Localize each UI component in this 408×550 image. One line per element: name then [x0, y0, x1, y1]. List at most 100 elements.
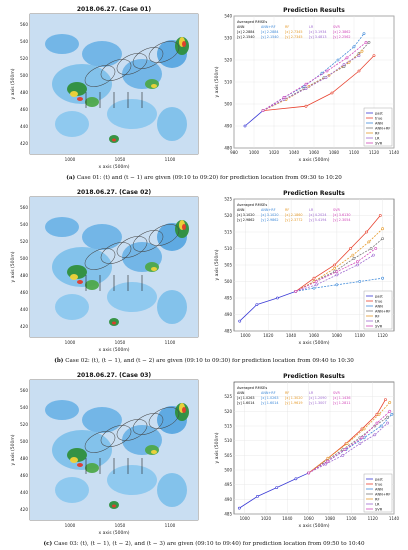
rmse-cell-b-1-0: [y] 2.9862	[237, 218, 255, 222]
chart-xtick-b-6: 1120	[377, 333, 388, 338]
series-point-a-lr-4	[342, 63, 346, 66]
series-line-c-svr	[308, 411, 391, 474]
series-point-a-true-1	[304, 104, 308, 108]
map-ytick-a-6: 440	[20, 124, 28, 129]
map-ytick-a-5: 460	[20, 107, 28, 112]
legend-box-a	[363, 107, 393, 147]
chart-title-c: Prediction Results	[283, 373, 345, 380]
chart-ytick-b-1: 490	[224, 312, 232, 317]
caption-text-c: Case 03: (t), (t − 1), (t − 2), and (t −…	[53, 541, 365, 547]
series-point-a-svr-4	[345, 56, 349, 60]
track-ellipse-c-4	[148, 407, 180, 429]
track-ellipse-c-2	[116, 419, 148, 441]
series-point-a-svr-5	[364, 41, 368, 44]
chart-ytick-a-5: 530	[224, 36, 232, 41]
series-point-c-rf-3	[362, 427, 366, 431]
caption-tag-a: (a)	[66, 175, 76, 181]
map-xlabel-b: x axis (500m)	[98, 347, 129, 353]
chart-xtick-a-1: 1000	[249, 150, 260, 155]
series-point-b-true-4	[365, 230, 368, 234]
series-point-c-rf-1	[326, 456, 330, 460]
rmse-head-a-4: SVR	[333, 25, 340, 29]
series-point-b-ann-1	[312, 286, 316, 290]
series-point-c-svr-3	[360, 436, 364, 440]
map-xlabel-c: x axis (500m)	[98, 530, 129, 536]
series-point-c-svr-2	[343, 448, 347, 451]
rmse-cell-a-1-4: [y] 2.2562	[333, 35, 351, 39]
rmse-cell-a-1-0: [y] 2.1540	[237, 35, 255, 39]
chart-ytick-b-6: 515	[224, 230, 232, 235]
rmse-head-b-0: ANN	[237, 208, 245, 212]
series-point-b-true-2	[333, 263, 336, 267]
series-point-a-ann-4	[336, 58, 340, 62]
series-point-a-past-0	[243, 124, 247, 128]
series-point-a-true-4	[372, 54, 376, 58]
map-title-a: 2018.06.27. (Case 01)	[77, 6, 152, 13]
radar-cell-c-7	[157, 473, 187, 507]
series-point-c-past-1	[256, 495, 259, 498]
rmse-head-b-4: SVR	[333, 208, 340, 212]
series-line-b-rf	[295, 228, 383, 292]
rmse-cell-a-0-0: [x] 2.2884	[237, 30, 255, 34]
series-line-b-past	[239, 291, 296, 322]
rmse-title-b: Averaged RMSEs	[237, 203, 267, 207]
chart-ytick-b-5: 510	[224, 246, 232, 251]
map-xtick-b-2: 1100	[165, 340, 176, 345]
radar-cell-c-10	[145, 445, 159, 455]
series-point-b-past-0	[238, 319, 242, 323]
chart-ytick-b-8: 525	[224, 197, 232, 202]
chart-xtick-a-0: 980	[230, 150, 238, 155]
radar-cell-b-14	[77, 280, 83, 284]
rmse-cell-a-0-2: [x] 2.7345	[285, 30, 303, 34]
rmse-cell-c-0-3: [x] 1.2090	[309, 396, 327, 400]
series-point-b-svr-3	[356, 260, 359, 264]
caption-tag-c: (c)	[43, 541, 53, 547]
radar-cell-b-13	[70, 274, 78, 280]
map-ylabel-b: y axis (500m)	[10, 251, 16, 282]
legend-label-a-6: SVR	[375, 141, 383, 145]
series-point-b-past-1	[255, 303, 259, 307]
radar-cell-a-6	[55, 111, 89, 137]
map-ytick-b-2: 520	[20, 239, 28, 244]
series-point-a-ann-5	[352, 45, 356, 49]
rmse-head-c-4: SVR	[333, 391, 340, 395]
caption-c: (c) Case 03: (t), (t − 1), (t − 2), and …	[0, 541, 408, 548]
chart-xtick-a-7: 1120	[369, 150, 380, 155]
series-point-b-past-2	[276, 296, 279, 300]
map-xtick-c-1: 1050	[115, 523, 126, 528]
series-point-c-lr-2	[341, 453, 345, 457]
rmse-cell-b-0-4: [x] 3.6130	[333, 213, 351, 217]
map-ytick-b-6: 440	[20, 307, 28, 312]
rmse-cell-b-1-3: [y] 5.4194	[309, 218, 327, 222]
chart-ylabel-b: y axis (500m)	[214, 249, 220, 280]
legend-label-c-0: past	[375, 477, 383, 481]
series-point-a-lr-1	[282, 98, 286, 102]
series-point-b-lr-4	[372, 253, 375, 257]
legend-label-b-3: ANN+RF	[375, 309, 390, 313]
series-point-c-lr-4	[373, 433, 377, 437]
figure-panel-a: 2018.06.27. (Case 01) 560 540 520 500 480 460 4…	[0, 0, 408, 183]
rmse-cell-c-0-1: [x] 1.0263	[261, 396, 279, 400]
series-point-b-true-5	[378, 214, 382, 217]
series-line-c-rf	[308, 402, 391, 474]
legend-label-a-2: ANN	[375, 121, 383, 125]
chart-title-a: Prediction Results	[283, 7, 345, 14]
radar-cell-a-18	[112, 138, 116, 142]
map-ytick-c-4: 480	[20, 456, 28, 461]
series-point-b-ann-2	[335, 283, 339, 287]
map-xtick-a-1: 1050	[115, 157, 126, 162]
series-point-b-lr-2	[335, 273, 339, 277]
rmse-head-c-1: ANN+RF	[261, 391, 276, 395]
rmse-cell-c-0-4: [x] 1.1436	[333, 396, 351, 400]
map-ytick-a-4: 480	[20, 90, 28, 95]
legend-label-b-0: past	[375, 294, 383, 298]
map-ytick-c-6: 440	[20, 490, 28, 495]
rmse-cell-b-0-1: [x] 3.1020	[261, 213, 279, 217]
chart-xlabel-a: x axis (500m)	[298, 157, 329, 163]
rmse-cell-c-0-2: [x] 1.3020	[285, 396, 303, 400]
series-point-c-ann-5	[390, 412, 394, 416]
rmse-cell-c-1-2: [y] 1.9619	[285, 401, 303, 405]
map-ytick-c-0: 560	[20, 388, 28, 393]
track-ellipse-a-4	[148, 41, 180, 63]
legend-label-c-1: true	[375, 482, 383, 486]
